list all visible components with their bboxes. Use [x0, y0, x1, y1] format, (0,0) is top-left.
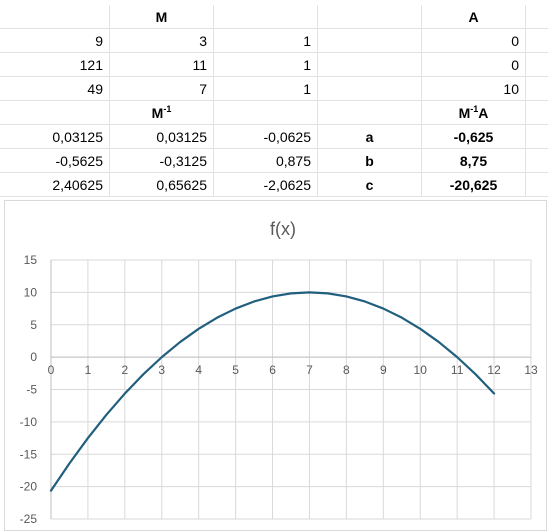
cell-inv-3-3[interactable]: -2,0625 — [214, 173, 318, 197]
coef-value-a[interactable]: -0,625 — [422, 125, 526, 149]
cell[interactable] — [318, 77, 422, 101]
y-tick-label: 0 — [30, 350, 37, 364]
header-m-inverse-a-base: M — [458, 105, 471, 121]
x-tick-label: 3 — [158, 363, 165, 377]
cell-a-2[interactable]: 0 — [422, 53, 526, 77]
x-tick-label: 7 — [306, 363, 313, 377]
cell[interactable] — [0, 101, 110, 125]
chart-object[interactable]: f(x) 0 1 2 3 4 5 6 7 8 9 10 11 12 13 15 10 5 0 -5 -10 -15 -20… — [4, 200, 547, 531]
sheet-row-inv-2: -0,5625 -0,3125 0,875 b 8,75 — [0, 149, 548, 173]
sheet-row-header-m: M A — [0, 5, 548, 29]
cell-inv-2-2[interactable]: -0,3125 — [110, 149, 214, 173]
x-tick-label: 10 — [414, 363, 428, 377]
sheet-row-inv-1: 0,03125 0,03125 -0,0625 a -0,625 — [0, 125, 548, 149]
chart-plot-area — [49, 291, 496, 492]
line-chart: f(x) 0 1 2 3 4 5 6 7 8 9 10 11 12 13151050-5-10-15-20… — [20, 219, 538, 526]
cell-m-3-2[interactable]: 7 — [110, 77, 214, 101]
x-tick-label: 8 — [343, 363, 350, 377]
cell-m-3-3[interactable]: 1 — [214, 77, 318, 101]
x-tick-label: 5 — [232, 363, 239, 377]
y-tick-label: -15 — [20, 447, 38, 461]
header-m-inverse-a-sup: -1 — [470, 104, 479, 114]
chart-gridlines — [50, 259, 532, 520]
y-tick-label: -25 — [20, 512, 38, 526]
header-m[interactable]: M — [110, 5, 214, 29]
x-tick-label: 2 — [122, 363, 129, 377]
x-tick-label: 1 — [85, 363, 92, 377]
cell[interactable] — [0, 5, 110, 29]
x-tick-label: 6 — [269, 363, 276, 377]
cell-m-2-3[interactable]: 1 — [214, 53, 318, 77]
cell-inv-2-3[interactable]: 0,875 — [214, 149, 318, 173]
header-m-inverse-a[interactable]: M-1A — [422, 101, 526, 125]
cell[interactable] — [318, 53, 422, 77]
header-m-inverse-a-tail: A — [478, 105, 489, 121]
y-tick-label: 10 — [24, 285, 38, 299]
cell[interactable] — [214, 101, 318, 125]
sheet-row-m-1: 9 3 1 0 — [0, 29, 548, 53]
y-tick-label: 5 — [30, 318, 37, 332]
cell-inv-1-1[interactable]: 0,03125 — [0, 125, 110, 149]
cell-inv-1-3[interactable]: -0,0625 — [214, 125, 318, 149]
sheet-row-m-2: 121 11 1 0 — [0, 53, 548, 77]
cell-inv-1-2[interactable]: 0,03125 — [110, 125, 214, 149]
cell-m-2-2[interactable]: 11 — [110, 53, 214, 77]
cell-m-3-1[interactable]: 49 — [0, 77, 110, 101]
x-tick-label: 12 — [487, 363, 501, 377]
spreadsheet-area: M A 9 3 1 0 121 11 1 0 49 7 1 10 M-1 M-1… — [0, 0, 548, 200]
cell[interactable] — [214, 5, 318, 29]
x-tick-label: 11 — [451, 363, 464, 377]
y-tick-label: 15 — [24, 253, 38, 267]
cell-m-1-2[interactable]: 3 — [110, 29, 214, 53]
cell-a-1[interactable]: 0 — [422, 29, 526, 53]
y-tick-label: -10 — [20, 415, 38, 429]
header-m-inverse[interactable]: M-1 — [110, 101, 214, 125]
coef-label-c[interactable]: c — [318, 173, 422, 197]
sheet-row-header-inverse: M-1 M-1A — [0, 101, 548, 125]
header-m-inverse-sup: -1 — [163, 104, 172, 114]
coef-label-b[interactable]: b — [318, 149, 422, 173]
cell-inv-3-1[interactable]: 2,40625 — [0, 173, 110, 197]
header-a[interactable]: A — [422, 5, 526, 29]
cell-m-1-3[interactable]: 1 — [214, 29, 318, 53]
chart-axes — [50, 260, 531, 519]
sheet-row-m-3: 49 7 1 10 — [0, 77, 548, 101]
coef-label-a[interactable]: a — [318, 125, 422, 149]
cell-inv-3-2[interactable]: 0,65625 — [110, 173, 214, 197]
header-m-inverse-base: M — [151, 105, 164, 121]
cell-m-1-1[interactable]: 9 — [0, 29, 110, 53]
cell-m-2-1[interactable]: 121 — [0, 53, 110, 77]
y-tick-label: -20 — [20, 480, 38, 494]
x-tick-label: 9 — [380, 363, 387, 377]
x-tick-label: 0 — [48, 363, 55, 377]
x-tick-label: 13 — [524, 363, 538, 377]
series-line — [49, 291, 496, 492]
cell[interactable] — [318, 29, 422, 53]
y-tick-label: -5 — [26, 383, 37, 397]
coef-value-b[interactable]: 8,75 — [422, 149, 526, 173]
cell-a-3[interactable]: 10 — [422, 77, 526, 101]
coef-value-c[interactable]: -20,625 — [422, 173, 526, 197]
x-tick-label: 4 — [195, 363, 202, 377]
cell[interactable] — [318, 5, 422, 29]
sheet-row-inv-3: 2,40625 0,65625 -2,0625 c -20,625 — [0, 173, 548, 197]
cell-inv-2-1[interactable]: -0,5625 — [0, 149, 110, 173]
chart-title: f(x) — [270, 219, 296, 239]
cell[interactable] — [318, 101, 422, 125]
